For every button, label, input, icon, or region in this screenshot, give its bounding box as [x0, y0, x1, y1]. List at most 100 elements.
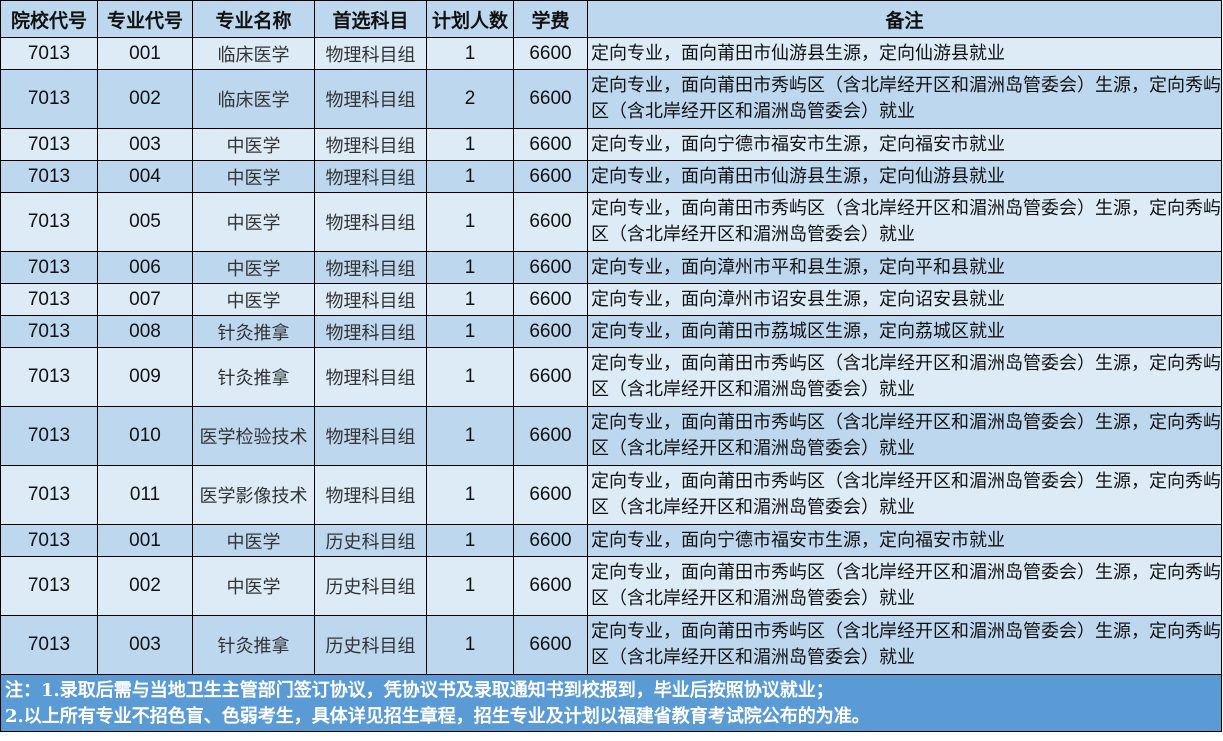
cell-tuition: 6600 — [513, 465, 588, 525]
cell-subject-group: 历史科目组 — [314, 524, 427, 557]
cell-major-name: 针灸推拿 — [192, 347, 315, 407]
cell-subject-group: 物理科目组 — [314, 347, 427, 407]
cell-major-name: 临床医学 — [192, 37, 315, 70]
cell-tuition: 6600 — [513, 251, 588, 284]
cell-tuition: 6600 — [513, 192, 588, 252]
cell-remarks: 定向专业，面向莆田市秀屿区（含北岸经开区和湄洲岛管委会）生源，定向秀屿区（含北岸… — [587, 556, 1222, 616]
cell-subject-group: 物理科目组 — [314, 69, 427, 129]
cell-plan-count: 1 — [426, 524, 514, 557]
cell-major-code: 007 — [97, 283, 193, 316]
cell-remarks: 定向专业，面向莆田市仙游县生源，定向仙游县就业 — [587, 37, 1222, 70]
cell-subject-group: 物理科目组 — [314, 160, 427, 193]
cell-subject-group: 物理科目组 — [314, 37, 427, 70]
cell-subject-group: 物理科目组 — [314, 251, 427, 284]
cell-plan-count: 2 — [426, 69, 514, 129]
cell-plan-count: 1 — [426, 128, 514, 161]
cell-tuition: 6600 — [513, 128, 588, 161]
cell-school-code: 7013 — [0, 406, 98, 466]
cell-major-name: 医学影像技术 — [192, 465, 315, 525]
cell-plan-count: 1 — [426, 406, 514, 466]
table-row: 7013 002 临床医学 物理科目组 2 6600 定向专业，面向莆田市秀屿区（含北岸经开… — [0, 69, 1222, 129]
header-school-code: 院校代号 — [0, 0, 98, 38]
cell-major-name: 医学检验技术 — [192, 406, 315, 466]
table-row: 7013 010 医学检验技术 物理科目组 1 6600 定向专业，面向莆田市秀屿区（含北岸… — [0, 406, 1222, 466]
note-line-1: 注：1.录取后需与当地卫生主管部门签订协议，凭协议书及录取通知书到校报到，毕业后… — [5, 680, 834, 701]
cell-remarks: 定向专业，面向莆田市秀屿区（含北岸经开区和湄洲岛管委会）生源，定向秀屿区（含北岸… — [587, 347, 1222, 407]
header-major-code: 专业代号 — [97, 0, 193, 38]
cell-major-code: 002 — [97, 556, 193, 616]
cell-tuition: 6600 — [513, 315, 588, 348]
cell-remarks: 定向专业，面向莆田市荔城区生源，定向荔城区就业 — [587, 315, 1222, 348]
cell-major-name: 临床医学 — [192, 69, 315, 129]
cell-school-code: 7013 — [0, 37, 98, 70]
table-row: 7013 001 临床医学 物理科目组 1 6600 定向专业，面向莆田市仙游县生源，定向仙… — [0, 37, 1222, 70]
cell-plan-count: 1 — [426, 465, 514, 525]
cell-school-code: 7013 — [0, 315, 98, 348]
cell-major-code: 003 — [97, 615, 193, 675]
cell-remarks: 定向专业，面向莆田市秀屿区（含北岸经开区和湄洲岛管委会）生源，定向秀屿区（含北岸… — [587, 192, 1222, 252]
table-row: 7013 007 中医学 物理科目组 1 6600 定向专业，面向漳州市诏安县生源，定向诏安… — [0, 283, 1222, 316]
cell-major-name: 中医学 — [192, 556, 315, 616]
cell-tuition: 6600 — [513, 524, 588, 557]
cell-subject-group: 物理科目组 — [314, 192, 427, 252]
cell-school-code: 7013 — [0, 524, 98, 557]
header-plan-count: 计划人数 — [426, 0, 514, 38]
cell-plan-count: 1 — [426, 347, 514, 407]
cell-school-code: 7013 — [0, 128, 98, 161]
cell-remarks: 定向专业，面向宁德市福安市生源，定向福安市就业 — [587, 524, 1222, 557]
cell-tuition: 6600 — [513, 406, 588, 466]
cell-major-name: 中医学 — [192, 192, 315, 252]
cell-major-code: 004 — [97, 160, 193, 193]
cell-subject-group: 历史科目组 — [314, 556, 427, 616]
cell-school-code: 7013 — [0, 251, 98, 284]
cell-major-name: 中医学 — [192, 251, 315, 284]
cell-tuition: 6600 — [513, 615, 588, 675]
table-row: 7013 002 中医学 历史科目组 1 6600 定向专业，面向莆田市秀屿区（含北岸经开区… — [0, 556, 1222, 616]
cell-major-code: 011 — [97, 465, 193, 525]
cell-major-code: 010 — [97, 406, 193, 466]
cell-major-code: 006 — [97, 251, 193, 284]
cell-school-code: 7013 — [0, 283, 98, 316]
table-row: 7013 004 中医学 物理科目组 1 6600 定向专业，面向莆田市仙游县生源，定向仙游… — [0, 160, 1222, 193]
cell-major-name: 中医学 — [192, 128, 315, 161]
table-row: 7013 003 中医学 物理科目组 1 6600 定向专业，面向宁德市福安市生源，定向福安… — [0, 128, 1222, 161]
cell-plan-count: 1 — [426, 315, 514, 348]
cell-school-code: 7013 — [0, 615, 98, 675]
cell-tuition: 6600 — [513, 37, 588, 70]
cell-subject-group: 物理科目组 — [314, 315, 427, 348]
cell-tuition: 6600 — [513, 160, 588, 193]
cell-school-code: 7013 — [0, 160, 98, 193]
cell-plan-count: 1 — [426, 556, 514, 616]
cell-tuition: 6600 — [513, 556, 588, 616]
cell-plan-count: 1 — [426, 283, 514, 316]
cell-remarks: 定向专业，面向莆田市秀屿区（含北岸经开区和湄洲岛管委会）生源，定向秀屿区（含北岸… — [587, 465, 1222, 525]
cell-major-code: 008 — [97, 315, 193, 348]
admission-plan-table: 院校代号 专业代号 专业名称 首选科目 计划人数 学费 备注 7013 001 临床医学 物理科目… — [0, 0, 1222, 675]
cell-tuition: 6600 — [513, 69, 588, 129]
cell-subject-group: 物理科目组 — [314, 406, 427, 466]
cell-major-name: 中医学 — [192, 524, 315, 557]
cell-major-code: 002 — [97, 69, 193, 129]
header-tuition: 学费 — [513, 0, 588, 38]
cell-remarks: 定向专业，面向漳州市诏安县生源，定向诏安县就业 — [587, 283, 1222, 316]
cell-major-name: 中医学 — [192, 160, 315, 193]
cell-tuition: 6600 — [513, 347, 588, 407]
cell-plan-count: 1 — [426, 251, 514, 284]
cell-major-code: 009 — [97, 347, 193, 407]
cell-major-code: 003 — [97, 128, 193, 161]
cell-tuition: 6600 — [513, 283, 588, 316]
cell-subject-group: 物理科目组 — [314, 283, 427, 316]
cell-plan-count: 1 — [426, 37, 514, 70]
note-line-2: 2.以上所有专业不招色盲、色弱考生，具体详见招生章程，招生专业及计划以福建省教育… — [5, 706, 870, 727]
table-row: 7013 001 中医学 历史科目组 1 6600 定向专业，面向宁德市福安市生源，定向福安… — [0, 524, 1222, 557]
header-row: 院校代号 专业代号 专业名称 首选科目 计划人数 学费 备注 — [0, 0, 1222, 38]
cell-plan-count: 1 — [426, 160, 514, 193]
cell-major-name: 针灸推拿 — [192, 315, 315, 348]
cell-school-code: 7013 — [0, 347, 98, 407]
cell-major-code: 001 — [97, 37, 193, 70]
cell-subject-group: 物理科目组 — [314, 128, 427, 161]
table-row: 7013 011 医学影像技术 物理科目组 1 6600 定向专业，面向莆田市秀屿区（含北岸… — [0, 465, 1222, 525]
footer-notes: 注：1.录取后需与当地卫生主管部门签订协议，凭协议书及录取通知书到校报到，毕业后… — [0, 675, 1222, 732]
cell-remarks: 定向专业，面向宁德市福安市生源，定向福安市就业 — [587, 128, 1222, 161]
cell-major-code: 005 — [97, 192, 193, 252]
